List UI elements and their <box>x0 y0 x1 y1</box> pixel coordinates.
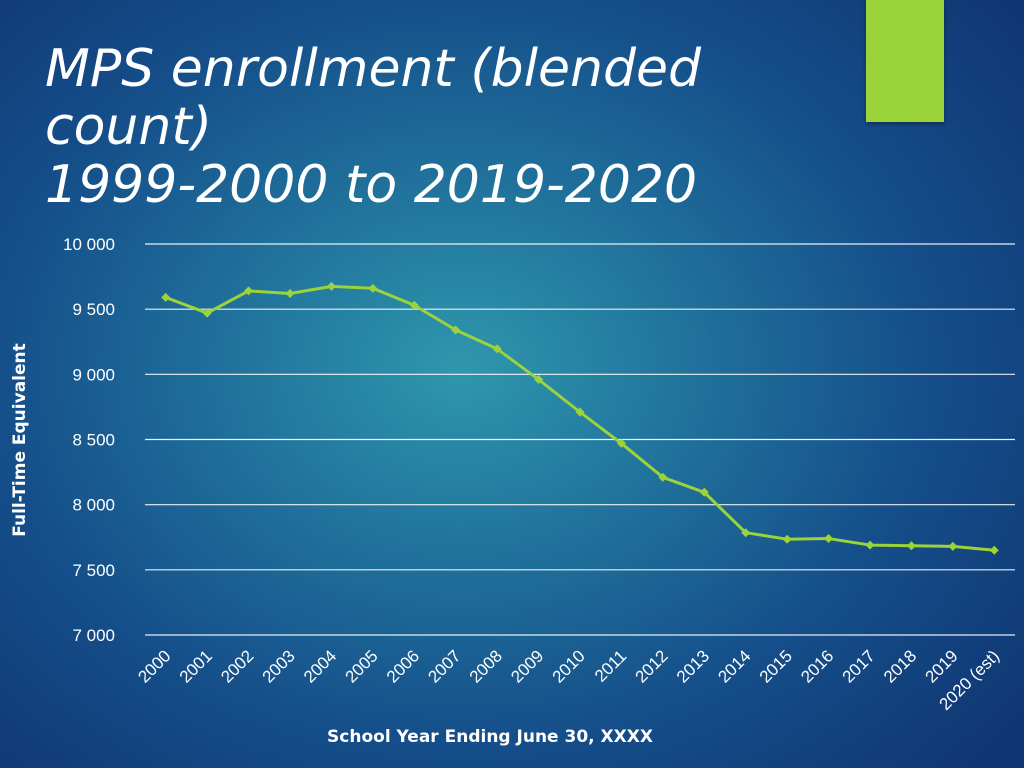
y-tick-label: 8 000 <box>72 496 115 515</box>
y-tick-label: 7 000 <box>72 626 115 645</box>
x-tick-label: 2003 <box>259 646 299 686</box>
gridlines <box>145 243 1015 636</box>
x-tick-label: 2009 <box>507 646 547 686</box>
x-tick-label: 2000 <box>134 646 174 686</box>
x-tick-label: 2015 <box>756 646 796 686</box>
data-point <box>244 286 254 296</box>
data-point <box>741 528 751 538</box>
y-tick-labels: 7 000 7 500 8 000 8 500 9 000 9 500 10 000 <box>63 235 115 645</box>
x-axis-title: School Year Ending June 30, XXXX <box>327 727 653 747</box>
data-point <box>202 308 212 318</box>
data-point <box>409 300 419 310</box>
x-tick-label: 2016 <box>797 646 837 686</box>
data-point <box>451 325 461 335</box>
series-group <box>161 281 999 555</box>
data-point <box>865 540 875 550</box>
x-tick-label: 2018 <box>880 646 920 686</box>
y-axis-title: Full-Time Equivalent <box>10 343 30 537</box>
data-point <box>161 292 171 302</box>
x-tick-label: 2006 <box>383 646 423 686</box>
data-point <box>699 487 709 497</box>
accent-bar <box>866 0 944 122</box>
data-point <box>906 541 916 551</box>
x-tick-label: 2010 <box>549 646 589 686</box>
x-tick-label: 2007 <box>424 646 464 686</box>
y-tick-label: 8 500 <box>72 431 115 450</box>
data-point <box>575 407 585 417</box>
data-point <box>782 534 792 544</box>
title-line-2: count) <box>45 97 212 157</box>
x-tick-label: 2005 <box>342 646 382 686</box>
data-point <box>368 283 378 293</box>
data-point <box>534 375 544 385</box>
x-tick-labels: 2000 2001 2002 2003 2004 2005 2006 2007 2008 2009… <box>134 646 1003 714</box>
y-tick-label: 9 500 <box>72 300 115 319</box>
data-point <box>492 344 502 354</box>
x-tick-label: 2012 <box>632 646 672 686</box>
slide-title: MPS enrollment (blended count) 1999-2000… <box>45 40 825 214</box>
x-tick-label: 2011 <box>591 646 630 685</box>
y-tick-label: 10 000 <box>63 235 115 254</box>
data-point <box>326 281 336 291</box>
data-point <box>658 472 668 482</box>
x-tick-label: 2017 <box>839 646 879 686</box>
y-tick-label: 9 000 <box>72 365 115 384</box>
x-tick-label: 2001 <box>176 646 216 686</box>
x-tick-label: 2014 <box>714 646 754 686</box>
data-point <box>616 438 626 448</box>
x-tick-label: 2002 <box>217 646 257 686</box>
x-tick-label: 2013 <box>673 646 713 686</box>
x-tick-label: 2004 <box>300 646 340 686</box>
data-point <box>989 545 999 555</box>
series-line <box>165 284 995 552</box>
data-point <box>948 541 958 551</box>
y-tick-label: 7 500 <box>72 561 115 580</box>
title-line-1: MPS enrollment (blended <box>45 39 702 99</box>
x-tick-label: 2008 <box>466 646 506 686</box>
data-point <box>285 289 295 299</box>
data-point <box>824 534 834 544</box>
title-line-3: 1999-2000 to 2019-2020 <box>45 155 698 215</box>
